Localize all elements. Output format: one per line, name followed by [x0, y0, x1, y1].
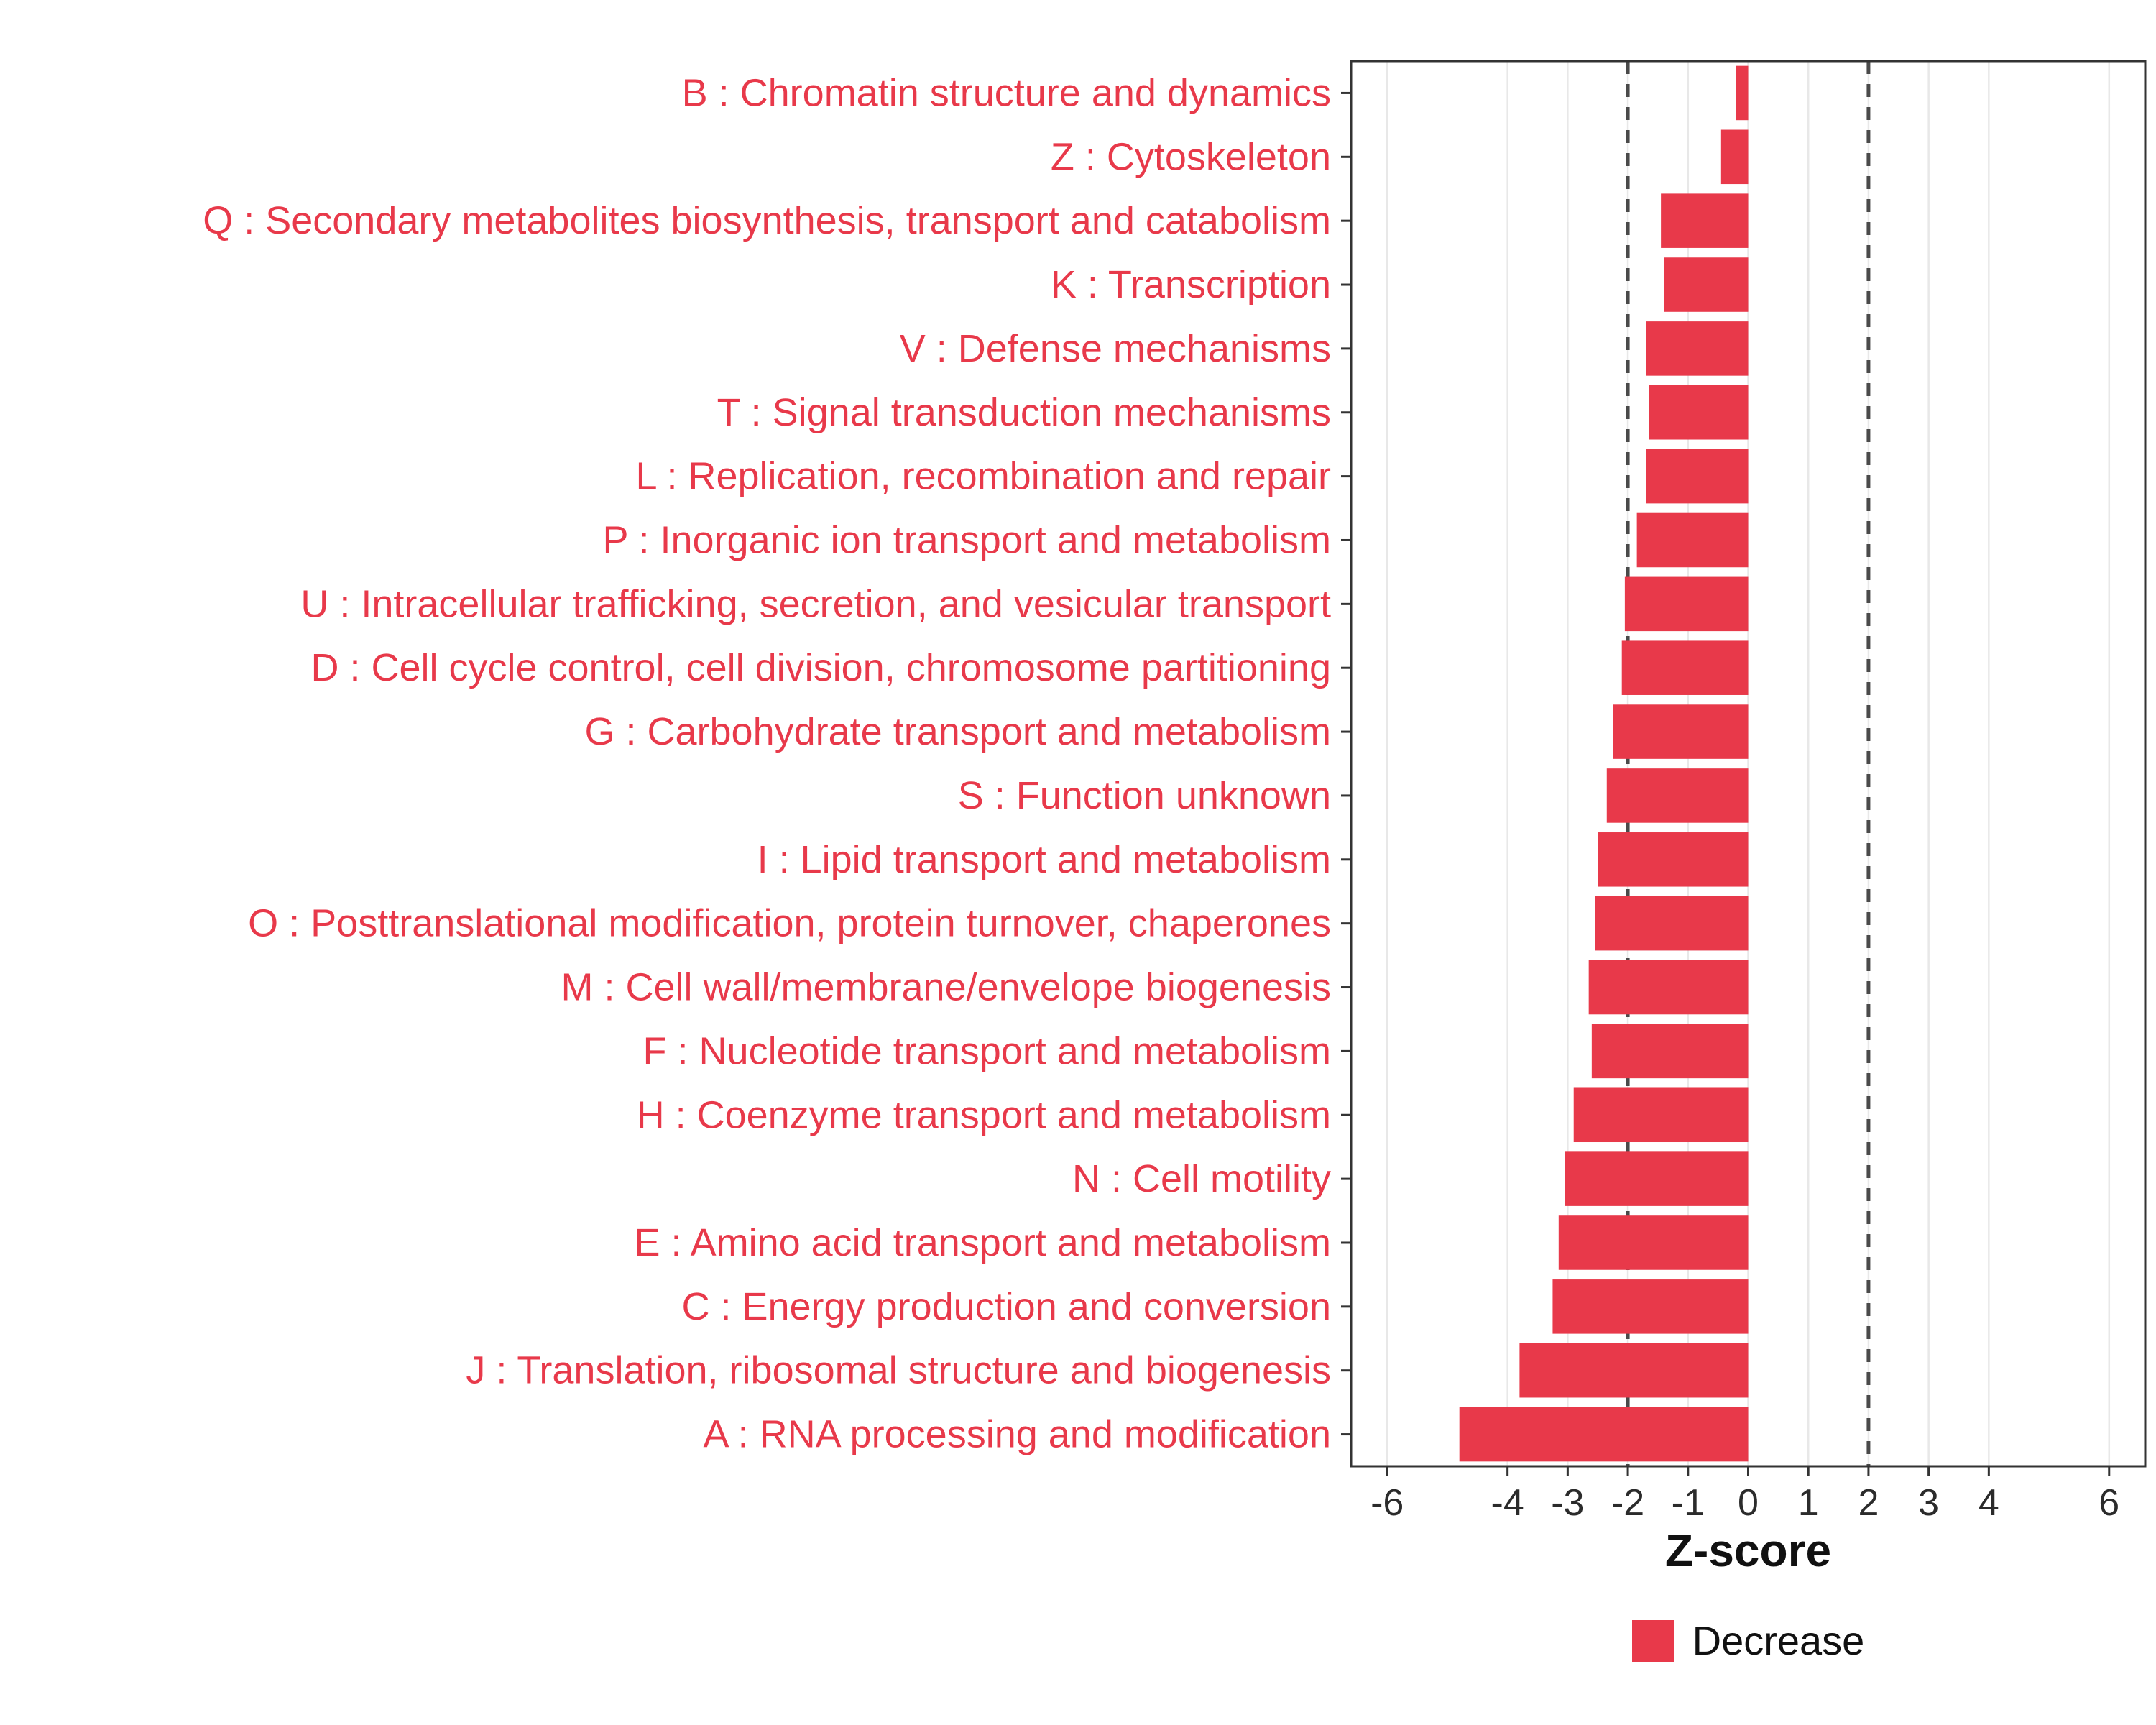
category-label: F : Nucleotide transport and metabolism: [643, 1029, 1331, 1072]
category-label: P : Inorganic ion transport and metaboli…: [602, 518, 1331, 561]
category-label: K : Transcription: [1051, 263, 1331, 306]
category-label: I : Lipid transport and metabolism: [757, 838, 1331, 881]
x-tick-label: 6: [2099, 1482, 2119, 1524]
bar: [1736, 65, 1749, 121]
bar: [1595, 896, 1749, 951]
category-label: H : Coenzyme transport and metabolism: [637, 1093, 1331, 1136]
legend: Decrease: [1351, 1617, 2145, 1664]
category-label: Q : Secondary metabolites biosynthesis, …: [203, 199, 1331, 242]
bar: [1621, 640, 1749, 695]
category-label: N : Cell motility: [1072, 1157, 1331, 1200]
bar: [1565, 1151, 1749, 1206]
bar: [1661, 193, 1749, 248]
category-label: T : Signal transduction mechanisms: [717, 391, 1331, 434]
x-tick-label: -3: [1551, 1482, 1584, 1524]
x-tick-label: 4: [1978, 1482, 1999, 1524]
category-label: E : Amino acid transport and metabolism: [635, 1221, 1331, 1264]
x-axis-title: Z-score: [1664, 1524, 1832, 1576]
bar: [1646, 321, 1749, 376]
bar: [1646, 448, 1749, 504]
x-tick-label: 3: [1918, 1482, 1939, 1524]
bar: [1624, 576, 1749, 632]
bar: [1573, 1087, 1749, 1143]
bar: [1598, 832, 1749, 887]
x-tick-label: -1: [1672, 1482, 1705, 1524]
bar: [1613, 704, 1749, 759]
bar: [1720, 129, 1749, 185]
bar: [1606, 768, 1749, 823]
bar: [1519, 1343, 1749, 1398]
bar: [1591, 1024, 1749, 1079]
bar: [1649, 385, 1749, 440]
category-label: C : Energy production and conversion: [681, 1285, 1331, 1328]
category-label: M : Cell wall/membrane/envelope biogenes…: [561, 966, 1331, 1009]
legend-label-decrease: Decrease: [1692, 1618, 1865, 1663]
x-tick-label: 2: [1858, 1482, 1879, 1524]
category-label: B : Chromatin structure and dynamics: [682, 71, 1331, 114]
category-label: G : Carbohydrate transport and metabolis…: [585, 710, 1332, 753]
category-label: D : Cell cycle control, cell division, c…: [310, 646, 1331, 689]
category-label: L : Replication, recombination and repai…: [635, 455, 1331, 498]
bar: [1558, 1215, 1749, 1270]
bar: [1664, 257, 1749, 312]
category-label: J : Translation, ribosomal structure and…: [466, 1349, 1331, 1392]
x-tick-label: 1: [1798, 1482, 1819, 1524]
category-label: S : Function unknown: [958, 774, 1331, 817]
category-label: U : Intracellular trafficking, secretion…: [300, 582, 1331, 625]
x-tick-label: -6: [1370, 1482, 1404, 1524]
bar: [1552, 1279, 1749, 1334]
legend-swatch-decrease: [1631, 1619, 1674, 1662]
x-tick-label: -4: [1491, 1482, 1524, 1524]
category-label: V : Defense mechanisms: [900, 327, 1331, 370]
bar: [1588, 960, 1749, 1015]
x-tick-label: -2: [1611, 1482, 1644, 1524]
bar: [1459, 1407, 1749, 1462]
category-label: Z : Cytoskeleton: [1051, 135, 1331, 178]
bar: [1636, 512, 1749, 568]
x-tick-label: 0: [1738, 1482, 1759, 1524]
category-label: O : Posttranslational modification, prot…: [248, 902, 1331, 945]
category-label: A : RNA processing and modification: [704, 1413, 1331, 1456]
